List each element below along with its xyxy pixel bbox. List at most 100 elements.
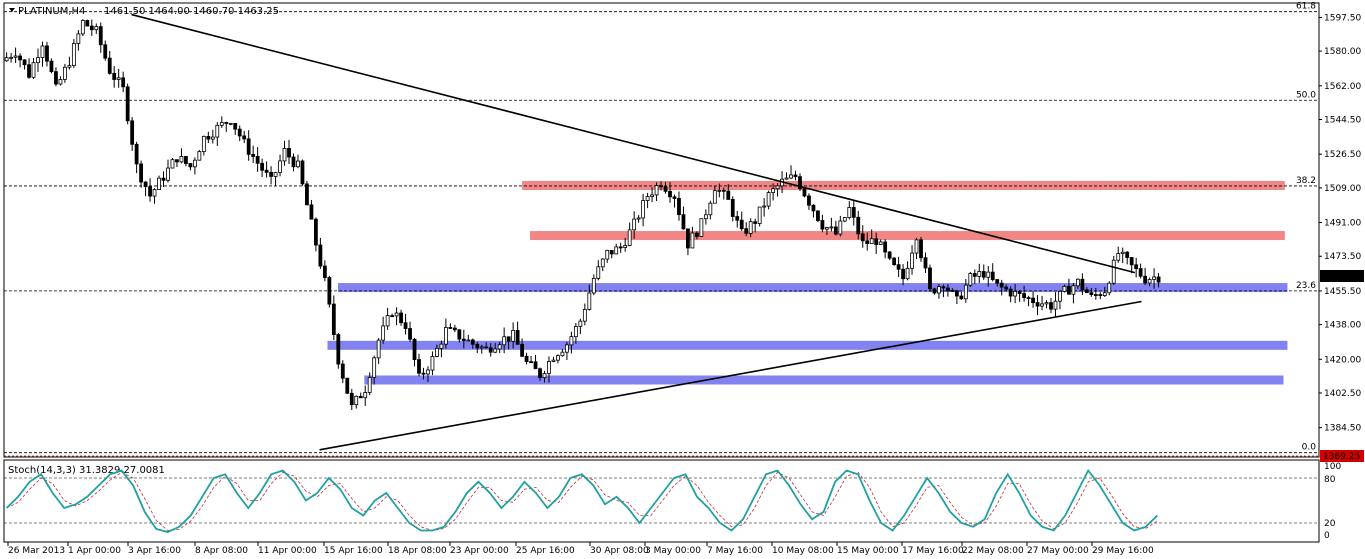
candle-body <box>694 232 699 237</box>
candle-body <box>775 185 780 190</box>
candle-body <box>856 216 861 235</box>
candle-body <box>322 265 327 278</box>
candle-body <box>1067 285 1071 295</box>
candle-body <box>699 218 704 237</box>
candle-body <box>49 60 54 73</box>
low-price-box <box>1320 450 1364 462</box>
candle-body <box>937 286 941 294</box>
candle-body <box>1093 294 1098 296</box>
candle-body <box>40 45 45 59</box>
candle-body <box>632 218 637 231</box>
candle-body <box>1089 292 1094 295</box>
candle-body <box>452 327 457 331</box>
candle-body <box>605 249 610 260</box>
candle-body <box>1040 303 1044 307</box>
candle-body <box>1053 300 1058 310</box>
candle-body <box>784 177 789 180</box>
candle-body <box>1116 253 1121 261</box>
menu-triangle-icon[interactable] <box>9 8 15 12</box>
candle-body <box>946 287 950 291</box>
candle-body <box>542 372 547 379</box>
candle-body <box>403 322 408 329</box>
candle-body <box>807 195 811 206</box>
candle-body <box>824 227 829 230</box>
candle-body <box>793 174 798 178</box>
candle-body <box>954 290 959 297</box>
price-tick-label: 1597.50 <box>1324 13 1361 23</box>
candle-body <box>22 59 27 66</box>
time-tick-label: 8 Apr 08:00 <box>195 546 248 556</box>
candle-body <box>901 268 905 280</box>
stoch-tick-label: 100 <box>1324 462 1341 472</box>
candle-body <box>950 289 955 292</box>
candle-body <box>771 188 775 193</box>
candle-body <box>533 361 538 370</box>
candle-body <box>1058 290 1062 302</box>
candle-body <box>672 196 677 199</box>
candle-body <box>31 62 36 78</box>
candle-body <box>663 186 668 192</box>
candle-body <box>959 295 964 300</box>
candle-body <box>125 86 130 122</box>
candle-body <box>977 271 982 277</box>
candle-body <box>215 125 220 138</box>
candle-body <box>511 330 516 342</box>
price-tick-label: 1402.50 <box>1324 389 1361 399</box>
candle-body <box>618 246 623 249</box>
time-tick-label: 1 Apr 00:00 <box>68 546 121 556</box>
candle-body <box>1035 302 1040 307</box>
candle-body <box>986 271 991 278</box>
low-price-label: 1369.25 <box>1323 452 1360 462</box>
time-tick-label: 29 May 16:00 <box>1092 546 1154 556</box>
candle-body <box>645 196 650 201</box>
price-tick-label: 1473.50 <box>1324 252 1361 262</box>
candle-body <box>497 344 502 350</box>
candle-body <box>981 271 986 278</box>
time-tick-label: 27 May 00:00 <box>1027 546 1089 556</box>
candle-body <box>829 226 834 229</box>
candle-body <box>408 328 412 340</box>
current-price-label: 1463.25 <box>1323 272 1360 282</box>
candle-body <box>744 228 749 234</box>
candle-body <box>609 249 614 255</box>
candle-body <box>493 348 498 353</box>
price-tick-label: 1562.00 <box>1324 82 1361 92</box>
price-tick-label: 1384.50 <box>1324 424 1361 434</box>
candle-body <box>887 251 892 259</box>
candle-body <box>1147 279 1152 284</box>
candle-body <box>376 339 381 359</box>
candle-body <box>851 207 856 218</box>
candle-body <box>748 221 753 234</box>
candle-body <box>941 286 946 289</box>
candle-body <box>928 267 932 290</box>
candle-body <box>354 395 359 406</box>
candle-body <box>143 181 148 188</box>
candle-body <box>883 241 888 253</box>
candle-body <box>287 147 291 158</box>
candle-body <box>789 174 793 179</box>
candle-body <box>121 77 126 88</box>
candle-body <box>1129 257 1134 266</box>
candle-body <box>192 159 197 168</box>
candle-body <box>349 392 354 406</box>
candle-body <box>910 252 914 269</box>
candle-body <box>1134 264 1139 270</box>
stoch-pane-frame <box>3 459 1320 543</box>
candle-body <box>726 190 731 200</box>
time-tick-label: 26 Mar 2013 <box>8 546 65 556</box>
candle-body <box>80 20 85 35</box>
candle-body <box>76 33 81 44</box>
candle-body <box>802 188 807 197</box>
candle-body <box>600 258 605 268</box>
stoch-signal-line <box>6 471 1158 531</box>
candle-body <box>201 135 206 153</box>
candle-body <box>291 156 296 168</box>
trendline-descending <box>131 13 1136 274</box>
candle-body <box>712 190 717 204</box>
candle-body <box>1044 302 1049 305</box>
candle-body <box>457 329 462 340</box>
candle-body <box>968 273 973 286</box>
candle-body <box>717 189 722 192</box>
candle-body <box>130 120 135 145</box>
candle-body <box>381 325 386 341</box>
